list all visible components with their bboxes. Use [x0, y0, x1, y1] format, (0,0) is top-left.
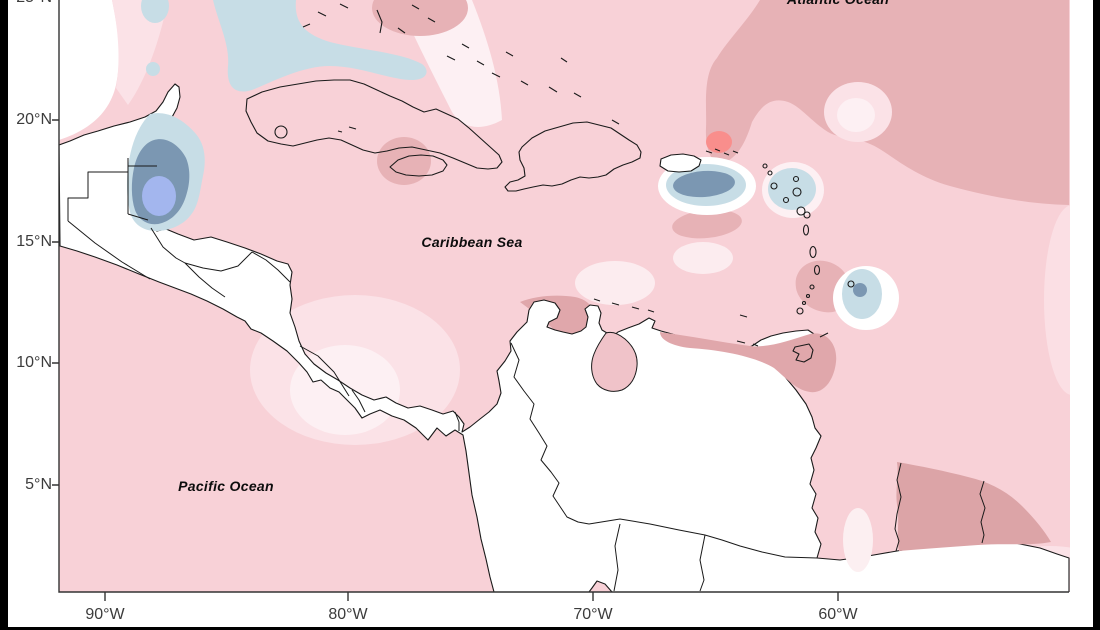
- trinidad-outline: [792, 332, 829, 363]
- axis-frame: [52, 0, 1069, 601]
- country-borders: [67, 158, 986, 592]
- island-coastlines: [245, 3, 855, 363]
- jamaica-outline: [389, 154, 448, 177]
- mainland-landmass: [59, 83, 1070, 592]
- isla-juventud-outline: [274, 125, 288, 139]
- caribbean-sea-label: Caribbean Sea: [421, 234, 523, 250]
- abc-margarita-specks: [593, 298, 759, 347]
- bahamas-specks: [302, 3, 620, 133]
- anomaly-field-over-land: [126, 0, 1051, 572]
- puerto-rico-outline: [659, 153, 702, 173]
- lon-label-60w: 60°W: [818, 606, 858, 623]
- lon-label-90w: 90°W: [85, 606, 125, 623]
- lat-label-5n: 5°N: [25, 476, 52, 493]
- lon-label-70w: 70°W: [573, 606, 613, 623]
- lesser-antilles-specks: [762, 163, 855, 315]
- pacific-ocean-label: Pacific Ocean: [178, 478, 274, 494]
- hispaniola-outline: [504, 121, 642, 192]
- lat-label-15n: 15°N: [16, 233, 52, 250]
- lon-ticks: [104, 592, 839, 601]
- lon-label-80w: 80°W: [328, 606, 368, 623]
- cuba-outline: [245, 79, 503, 170]
- atlantic-ocean-label: Atlantic Ocean: [753, 0, 923, 7]
- lat-ticks: [52, 119, 59, 486]
- lat-label-25n: 25°N: [0, 0, 52, 8]
- lat-label-20n: 20°N: [16, 111, 52, 128]
- lat-label-10n: 10°N: [16, 354, 52, 371]
- virgin-islands-specks: [705, 148, 739, 156]
